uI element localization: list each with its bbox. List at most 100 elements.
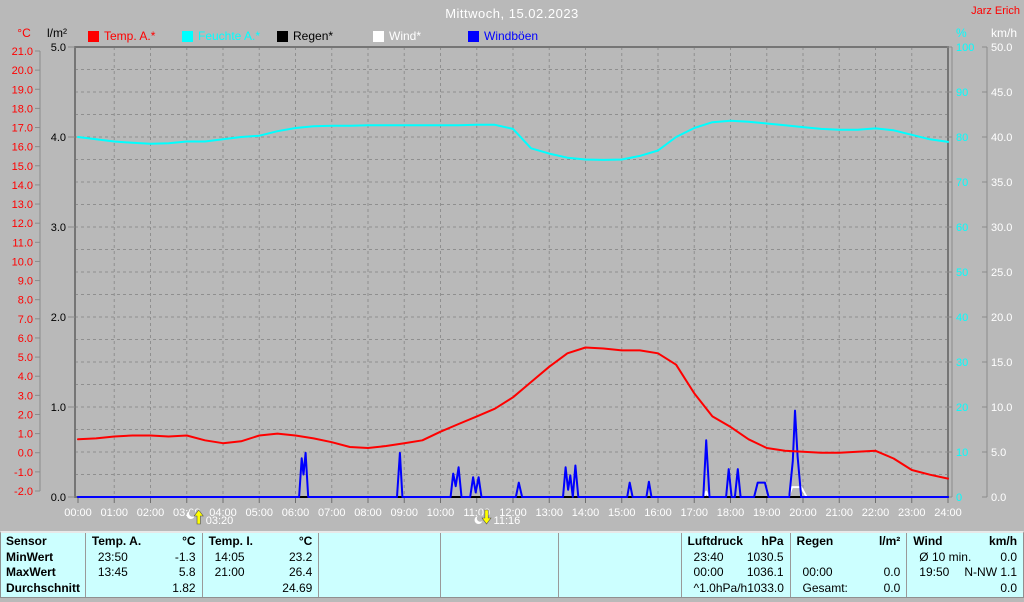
cell-time: Ø 10 min. xyxy=(919,549,972,564)
cell-value xyxy=(552,581,558,597)
wind-tick-label: 5.0 xyxy=(991,447,1006,459)
temp-tick-label: 17.0 xyxy=(12,123,33,135)
series-line-wind xyxy=(77,409,949,498)
temp-tick-label: -1.0 xyxy=(14,467,33,479)
temp-tick-label: -2.0 xyxy=(14,486,33,498)
humidity-tick-label: 20 xyxy=(956,402,968,414)
table-header-row: Luftdruck hPa xyxy=(682,534,790,550)
legend-swatch-icon xyxy=(88,30,99,42)
x-tick-label: 09:00 xyxy=(390,507,418,519)
cell-time xyxy=(86,581,98,597)
cell-value xyxy=(434,550,440,566)
temp-tick-label: 7.0 xyxy=(18,314,33,326)
cell-value: 24.69 xyxy=(282,580,313,595)
cell-value: 23.2 xyxy=(288,549,313,564)
cell-value xyxy=(675,565,681,581)
cell-value: 1036.1 xyxy=(746,565,784,579)
table-row xyxy=(441,565,558,581)
cell-value: 0.0 xyxy=(883,580,901,595)
temp-tick-label: 1.0 xyxy=(18,429,33,441)
table-row xyxy=(559,550,681,566)
legend: Temp. A.* Feuchte A.* Regen* Wind* Windböen xyxy=(0,0,1024,44)
table-row: Gesamt: 0.0 xyxy=(791,581,907,597)
wind-tick-label: 10.0 xyxy=(991,402,1012,414)
temp-tick-label: 0.0 xyxy=(18,448,33,460)
temp-tick-label: 2.0 xyxy=(18,409,33,421)
rain-tick-label: 4.0 xyxy=(51,132,66,144)
cell-time xyxy=(559,581,571,597)
x-tick-label: 14:00 xyxy=(572,507,600,519)
legend-label: Feuchte A.* xyxy=(198,29,261,43)
temp-tick-label: 4.0 xyxy=(18,371,33,383)
table-row xyxy=(441,581,558,597)
legend-item: Feuchte A.* xyxy=(182,29,260,43)
cell-time xyxy=(441,550,453,566)
cell-time: 19:50 xyxy=(919,565,950,579)
column-name: Luftdruck xyxy=(687,534,743,548)
legend-swatch-icon xyxy=(468,30,479,42)
table-row: MaxWert xyxy=(1,565,85,581)
table-row: MinWert xyxy=(1,550,85,566)
column-name: Regen xyxy=(796,534,834,548)
column-name xyxy=(559,534,565,550)
row-label: Durchschnitt xyxy=(6,580,81,595)
moonrise-moon-crescent xyxy=(189,510,196,517)
table-row xyxy=(791,550,907,566)
x-tick-label: 12:00 xyxy=(499,507,527,519)
table-row: 1.82 xyxy=(86,581,202,597)
moonset-moon-crescent xyxy=(476,515,484,522)
humidity-tick-label: 0 xyxy=(956,492,962,504)
table-row: 00:00 1036.1 xyxy=(682,565,790,581)
row-label: MaxWert xyxy=(6,565,56,579)
author-label: Jarz Erich xyxy=(971,5,1020,17)
x-tick-label: 19:00 xyxy=(753,507,781,519)
cell-value: 5.8 xyxy=(178,565,196,579)
cell-value: 0.0 xyxy=(1000,549,1018,564)
legend-swatch-icon xyxy=(277,30,288,42)
series-line-humidity xyxy=(77,119,949,161)
cell-value: 0.0 xyxy=(1000,580,1018,595)
legend-item: Temp. A.* xyxy=(88,29,155,43)
temp-tick-label: 21.0 xyxy=(12,46,33,58)
cell-time xyxy=(441,581,453,597)
table-row xyxy=(441,550,558,566)
chart-title: Mittwoch, 15.02.2023 xyxy=(445,6,579,21)
x-tick-label: 18:00 xyxy=(717,507,745,519)
table-row: Ø 10 min. 0.0 xyxy=(907,550,1023,566)
cell-time xyxy=(319,550,331,566)
humidity-tick-label: 40 xyxy=(956,312,968,324)
wind-tick-label: 0.0 xyxy=(991,492,1006,504)
x-tick-label: 21:00 xyxy=(825,507,853,519)
moonset-time-label: 11:16 xyxy=(494,515,521,527)
humidity-axis-unit: % xyxy=(956,26,967,40)
table-row: Sensor xyxy=(1,534,85,550)
x-tick-label: 05:00 xyxy=(245,507,273,519)
cell-time xyxy=(559,550,571,566)
humidity-tick-label: 80 xyxy=(956,132,968,144)
x-tick-label: 02:00 xyxy=(137,507,165,519)
column-name: Temp. A. xyxy=(91,534,142,548)
plot-frame xyxy=(74,46,949,498)
x-tick-label: 08:00 xyxy=(354,507,382,519)
cell-time xyxy=(319,565,331,581)
weather-chart: 00:00 01:00 02:00 03:00 04:00 05:00 06:00 07:00… xyxy=(12,26,1017,527)
humidity-tick-label: 10 xyxy=(956,447,968,459)
x-tick-label: 20:00 xyxy=(789,507,817,519)
rain-axis-unit: l/m² xyxy=(47,26,67,40)
cell-value: 1030.5 xyxy=(746,549,784,564)
temp-tick-label: 6.0 xyxy=(18,333,33,345)
moonrise-time-label: 03:20 xyxy=(206,515,234,527)
table-row xyxy=(319,565,440,581)
temp-tick-label: 19.0 xyxy=(12,84,33,96)
humidity-tick-label: 70 xyxy=(956,177,968,189)
column-name xyxy=(441,534,447,550)
cell-time: 00:00 xyxy=(693,565,724,579)
x-tick-label: 13:00 xyxy=(535,507,563,519)
rain-tick-label: 0.0 xyxy=(51,492,66,504)
table-col-rowlabels: Sensor MinWert MaxWert Durchschnitt xyxy=(1,533,86,597)
wind-tick-label: 35.0 xyxy=(991,177,1012,189)
table-header-row xyxy=(441,534,558,550)
x-tick-label: 07:00 xyxy=(318,507,346,519)
x-tick-label: 11:00 xyxy=(463,507,490,519)
temp-tick-label: 20.0 xyxy=(12,65,33,77)
